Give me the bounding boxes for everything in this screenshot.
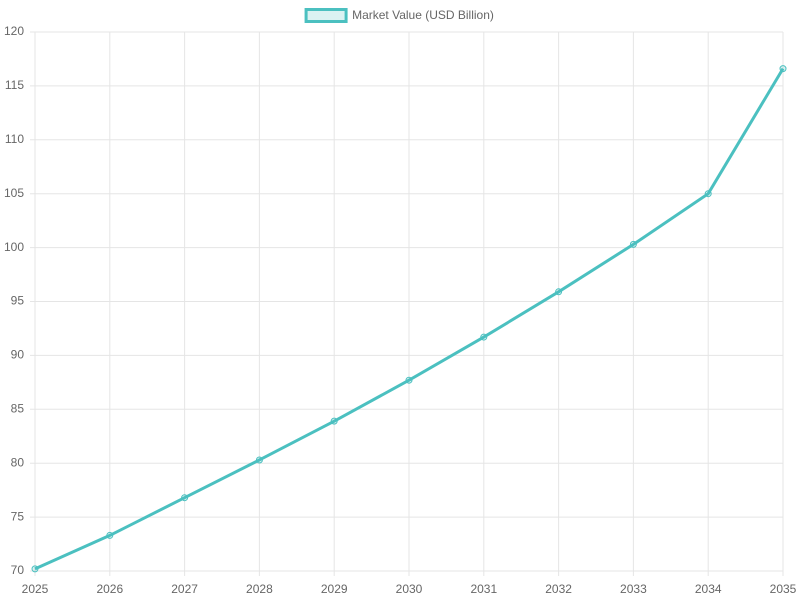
y-tick-label: 100 [4,240,24,254]
legend-swatch [304,8,348,23]
data-point [255,456,263,464]
data-point [106,531,114,539]
x-tick-label: 2034 [695,582,722,596]
x-tick-label: 2026 [96,582,123,596]
x-tick-label: 2032 [545,582,572,596]
data-point [31,565,39,573]
y-tick-label: 85 [11,401,25,415]
data-point [330,417,338,425]
data-point [555,288,563,296]
x-tick-label: 2029 [321,582,348,596]
x-tick-label: 2033 [620,582,647,596]
data-line [34,67,785,571]
x-tick-label: 2028 [246,582,273,596]
x-tick-label: 2035 [770,582,797,596]
data-point [181,494,189,502]
y-tick-label: 110 [5,132,24,146]
x-tick-label: 2031 [470,582,497,596]
legend-label: Market Value (USD Billion) [352,8,494,22]
x-tick-label: 2027 [171,582,198,596]
y-tick-label: 90 [11,348,25,362]
data-point [405,376,413,384]
data-point [629,240,637,248]
data-point [779,65,787,73]
x-tick-label: 2025 [22,582,49,596]
y-tick-label: 120 [4,24,24,38]
data-point [704,190,712,198]
y-tick-label: 80 [11,455,25,469]
y-tick-label: 115 [5,78,24,92]
y-tick-label: 105 [4,186,24,200]
x-tick-label: 2030 [396,582,423,596]
data-point [480,333,488,341]
y-tick-label: 75 [11,509,25,523]
y-tick-label: 95 [11,294,25,308]
y-tick-label: 70 [11,563,25,577]
